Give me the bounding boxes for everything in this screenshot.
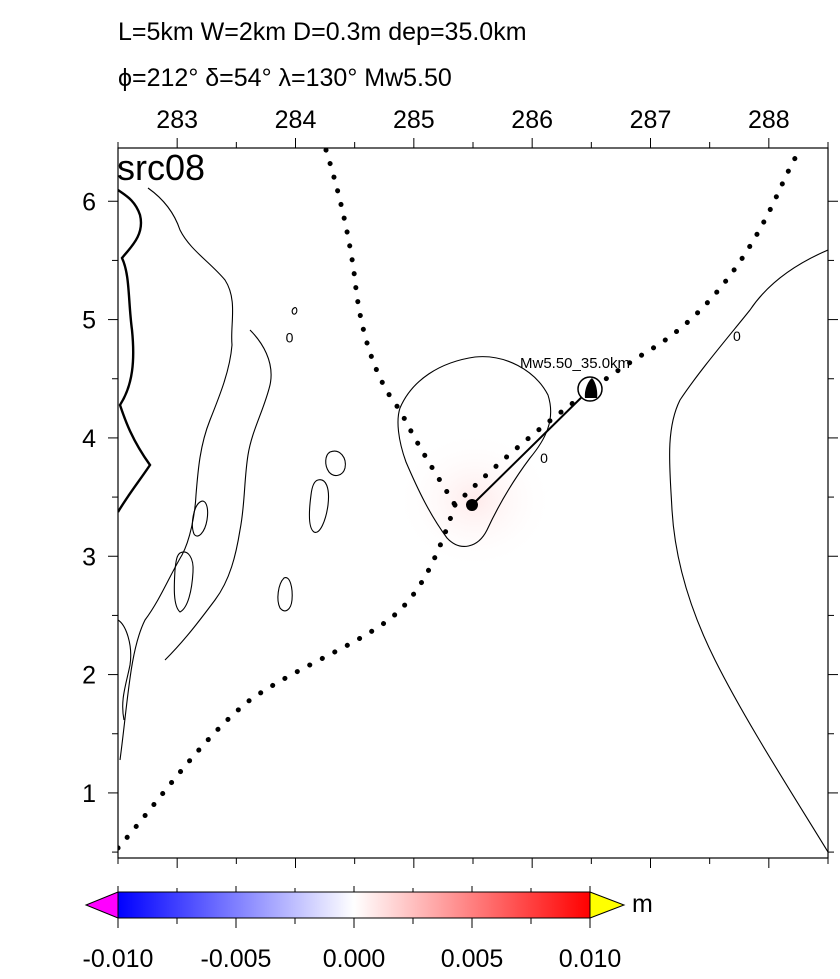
contour-east — [669, 249, 828, 853]
fault-trace — [471, 388, 591, 506]
contour-zero-label: 0 — [540, 450, 548, 466]
contour-west-edge — [118, 619, 132, 721]
contour-island-4 — [308, 479, 330, 533]
y-tick-label: 5 — [82, 307, 96, 335]
colorbar-ticks: -0.010 -0.005 0.000 0.005 0.010 — [83, 886, 622, 973]
colorbar-gradient — [117, 891, 591, 919]
contour-west-ridge — [119, 187, 234, 761]
colorbar-high-triangle — [589, 891, 626, 919]
epicenter-marker — [466, 499, 478, 511]
colorbar-unit: m — [632, 890, 653, 918]
contour-island-2 — [173, 551, 194, 613]
x-tick-label: 283 — [156, 106, 198, 134]
contour-zero-label: 0 — [733, 328, 741, 344]
contour-west-ridge-inner — [164, 329, 272, 661]
y-axis-left: 1 2 3 4 5 6 — [82, 188, 838, 853]
x-tick-label: 288 — [748, 106, 790, 134]
x-tick-label: 287 — [630, 106, 672, 134]
contour-labels: 0 0 0 — [286, 328, 741, 466]
contour-island-1 — [191, 500, 209, 537]
contour-island-6 — [291, 307, 298, 315]
y-tick-label: 1 — [82, 780, 96, 808]
y-tick-label: 2 — [82, 662, 96, 690]
event-label: Mw5.50_35.0km — [520, 355, 630, 372]
colorbar-tick-label: 0.000 — [323, 945, 386, 973]
nodal-lines — [118, 148, 803, 851]
y-tick-label: 3 — [82, 543, 96, 571]
y-tick-label: 6 — [82, 188, 96, 216]
colorbar-tick-label: -0.005 — [201, 945, 272, 973]
contour-island-3 — [325, 450, 346, 477]
y-tick-label: 4 — [82, 425, 96, 453]
x-tick-label: 285 — [393, 106, 435, 134]
panel-label: src08 — [117, 147, 205, 188]
map-title-mechanism: ϕ=212° δ=54° λ=130° Mw5.50 — [118, 64, 452, 92]
colorbar-low-triangle — [84, 891, 119, 919]
colorbar-tick-label: 0.005 — [441, 945, 504, 973]
x-axis-top: 283 284 285 286 287 288 — [117, 106, 829, 868]
nodal-line-2 — [118, 148, 803, 851]
focal-mechanism-beachball — [577, 376, 603, 402]
contour-island-5 — [277, 577, 293, 612]
colorbar-tick-label: -0.010 — [83, 945, 154, 973]
colorbar-tick-label: 0.010 — [559, 945, 622, 973]
map-panel: 283 284 285 286 287 288 1 2 3 4 5 6 0 0 0 Mw5.50_35.… — [82, 106, 838, 868]
map-title-parameters: L=5km W=2km D=0.3m dep=35.0km — [118, 18, 527, 46]
coastline — [118, 189, 152, 513]
x-tick-label: 284 — [275, 106, 317, 134]
contour-zero-label: 0 — [286, 329, 294, 345]
zero-contours — [118, 187, 828, 853]
x-tick-label: 286 — [511, 106, 553, 134]
contour-source-lobe — [397, 356, 552, 547]
colorbar: -0.010 -0.005 0.000 0.005 0.010 m — [83, 886, 653, 973]
